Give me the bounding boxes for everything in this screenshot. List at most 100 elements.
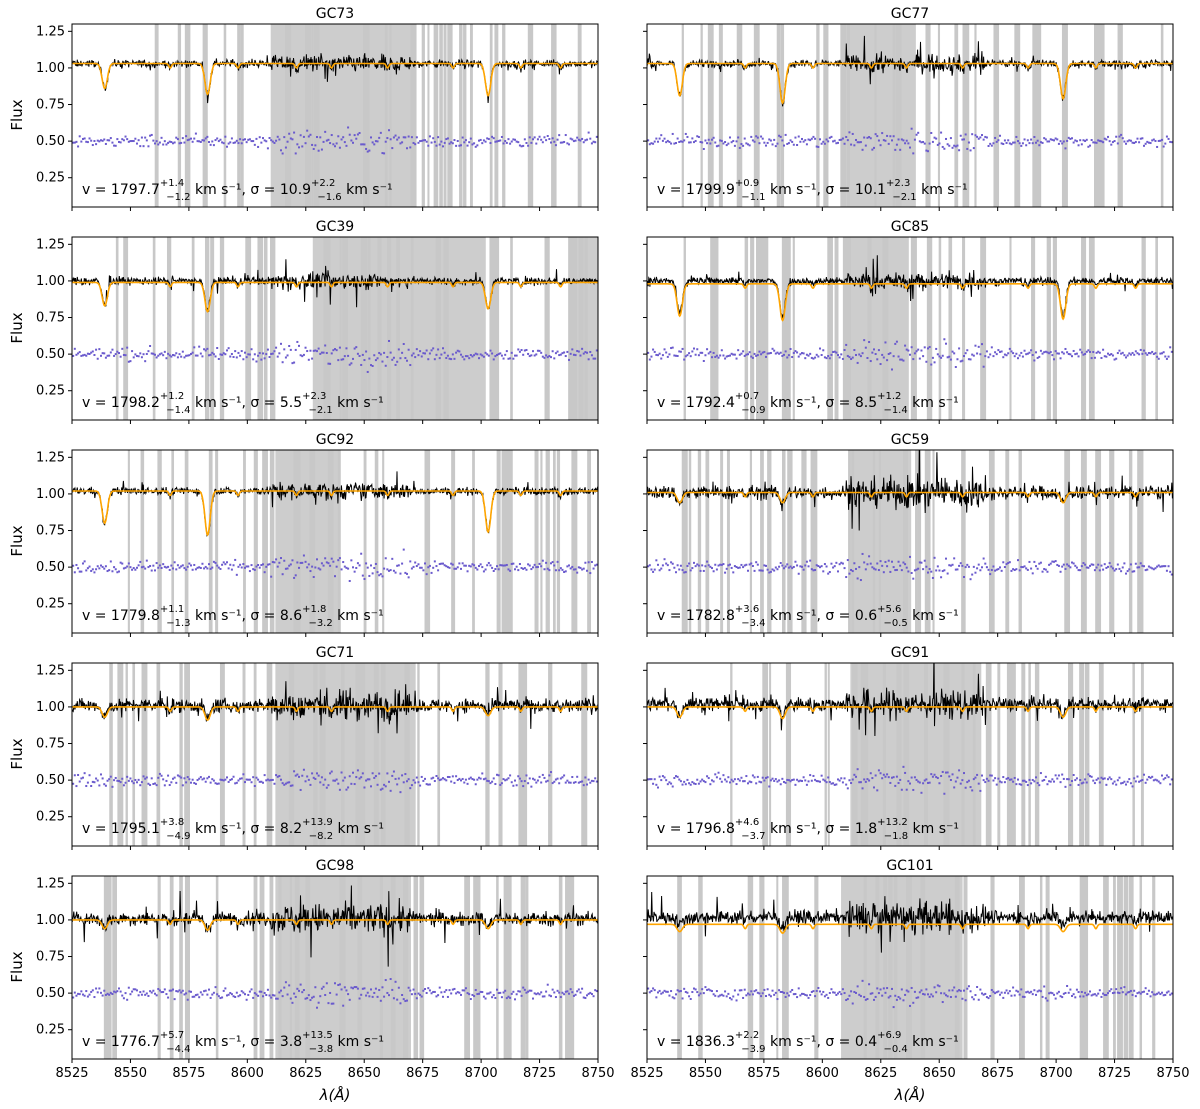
residual-point: [866, 357, 869, 360]
residual-point: [219, 353, 222, 356]
residual-point: [424, 988, 427, 991]
residual-point: [373, 776, 376, 779]
residual-point: [309, 133, 312, 136]
residual-point: [569, 567, 572, 570]
y-axis-label: Flux: [8, 738, 26, 769]
residual-point: [882, 571, 885, 574]
residual-point: [1089, 990, 1092, 993]
residual-point: [1154, 993, 1157, 996]
residual-point: [900, 569, 903, 572]
residual-point: [913, 990, 916, 993]
residual-point: [779, 783, 782, 786]
residual-point: [954, 780, 957, 783]
residual-point: [167, 774, 170, 777]
residual-point: [176, 990, 179, 993]
residual-point: [663, 776, 666, 779]
residual-point: [746, 782, 749, 785]
residual-point: [479, 138, 482, 141]
residual-point: [121, 562, 124, 565]
residual-point: [748, 993, 751, 996]
residual-point: [1090, 775, 1093, 778]
residual-point: [276, 355, 279, 358]
residual-point: [595, 780, 598, 783]
residual-point: [674, 571, 677, 574]
residual-point: [388, 339, 391, 342]
residual-point: [114, 144, 117, 147]
residual-point: [312, 147, 315, 150]
residual-point: [846, 787, 849, 790]
residual-point: [257, 778, 260, 781]
residual-point: [276, 135, 279, 138]
residual-point: [248, 138, 251, 141]
residual-point: [137, 994, 140, 997]
residual-point: [306, 566, 309, 569]
residual-point: [114, 353, 117, 356]
residual-point: [804, 779, 807, 782]
residual-point: [992, 142, 995, 145]
residual-point: [176, 138, 179, 141]
residual-point: [561, 991, 564, 994]
residual-point: [103, 783, 106, 786]
residual-point: [335, 142, 338, 145]
residual-point: [763, 564, 766, 567]
residual-point: [1036, 356, 1039, 359]
residual-point: [401, 351, 404, 354]
residual-point: [399, 1002, 402, 1005]
residual-point: [1035, 993, 1038, 996]
residual-point: [407, 348, 410, 351]
residual-point: [572, 568, 575, 571]
residual-point: [802, 776, 805, 779]
residual-point: [234, 558, 237, 561]
residual-point: [576, 990, 579, 993]
residual-point: [443, 564, 446, 567]
y-tick-label: 1.25: [36, 663, 65, 678]
residual-point: [257, 354, 260, 357]
residual-point: [1085, 994, 1088, 997]
residual-point: [1087, 993, 1090, 996]
residual-point: [338, 346, 341, 349]
residual-point: [930, 993, 933, 996]
residual-point: [461, 562, 464, 565]
residual-point: [224, 778, 227, 781]
residual-point: [147, 145, 150, 148]
residual-point: [240, 566, 243, 569]
residual-point: [134, 568, 137, 571]
panel-gc59: GC59 v = 1782.8+3.6 −3.4 km s⁻¹, σ = 0.6+…: [646, 432, 1174, 634]
residual-point: [848, 994, 851, 997]
residual-point: [471, 778, 474, 781]
residual-point: [1167, 990, 1170, 993]
x-tick-label: 8550: [689, 1066, 722, 1081]
residual-point: [658, 569, 661, 572]
mask-band: [1141, 237, 1146, 420]
residual-point: [178, 353, 181, 356]
residual-point: [258, 990, 261, 993]
residual-point: [90, 139, 93, 142]
residual-point: [160, 352, 163, 355]
residual-point: [229, 141, 232, 144]
residual-point: [838, 563, 841, 566]
mask-band: [498, 663, 503, 846]
residual-point: [966, 147, 969, 150]
residual-point: [796, 778, 799, 781]
residual-point: [538, 349, 541, 352]
residual-point: [1138, 141, 1141, 144]
residual-point: [738, 353, 741, 356]
residual-point: [499, 352, 502, 355]
mask-band: [938, 237, 942, 420]
residual-point: [922, 782, 925, 785]
residual-point: [476, 144, 479, 147]
residual-point: [311, 565, 314, 568]
residual-point: [1139, 562, 1142, 565]
residual-point: [725, 355, 728, 358]
residual-point: [273, 350, 276, 353]
mask-band: [1139, 450, 1144, 633]
residual-point: [742, 996, 745, 999]
residual-point: [827, 355, 830, 358]
residual-point: [546, 567, 549, 570]
residual-point: [941, 145, 944, 148]
residual-point: [953, 986, 956, 989]
residual-point: [833, 139, 836, 142]
residual-point: [802, 568, 805, 571]
residual-point: [756, 136, 759, 139]
residual-point: [853, 144, 856, 147]
